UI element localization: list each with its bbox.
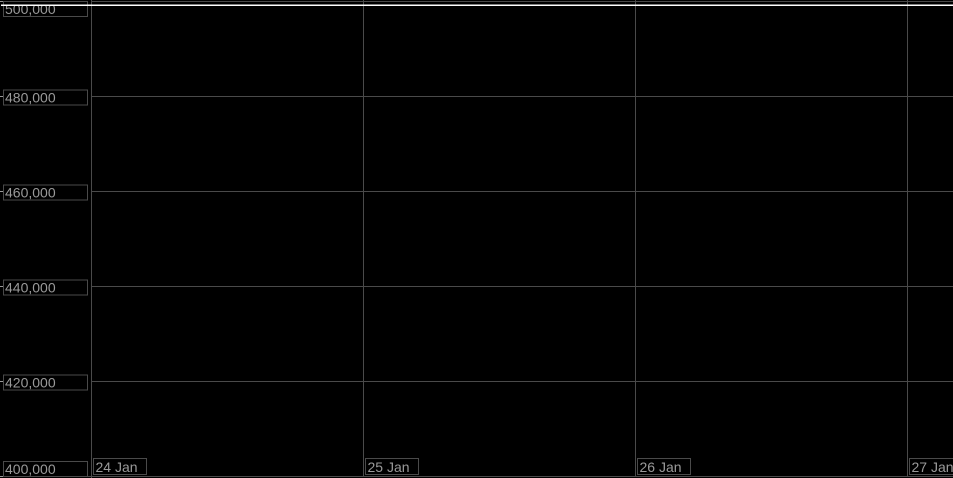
- x-tick-label-box: [909, 458, 953, 475]
- x-tick-label-box: [93, 458, 147, 475]
- y-tick-label-box: [3, 89, 88, 106]
- x-tick-label-box: [365, 458, 419, 475]
- y-tick-label-box: [3, 374, 88, 391]
- y-tick-label-box: [3, 184, 88, 201]
- x-tick-label: 26 Jan: [640, 459, 682, 475]
- y-tick-label: 440,000: [5, 280, 56, 296]
- y-tick-label: 400,000: [5, 461, 56, 477]
- y-tick-label: 460,000: [5, 185, 56, 201]
- x-tick-label-box: [637, 458, 691, 475]
- x-tick-label: 24 Jan: [96, 459, 138, 475]
- y-tick-label-box: [3, 279, 88, 296]
- y-tick-label-box: [3, 461, 88, 477]
- y-tick-label: 500,000: [5, 1, 56, 17]
- y-tick-label: 480,000: [5, 90, 56, 106]
- x-tick-label: 27 Jan: [912, 459, 953, 475]
- y-tick-label: 420,000: [5, 375, 56, 391]
- x-tick-label: 25 Jan: [368, 459, 410, 475]
